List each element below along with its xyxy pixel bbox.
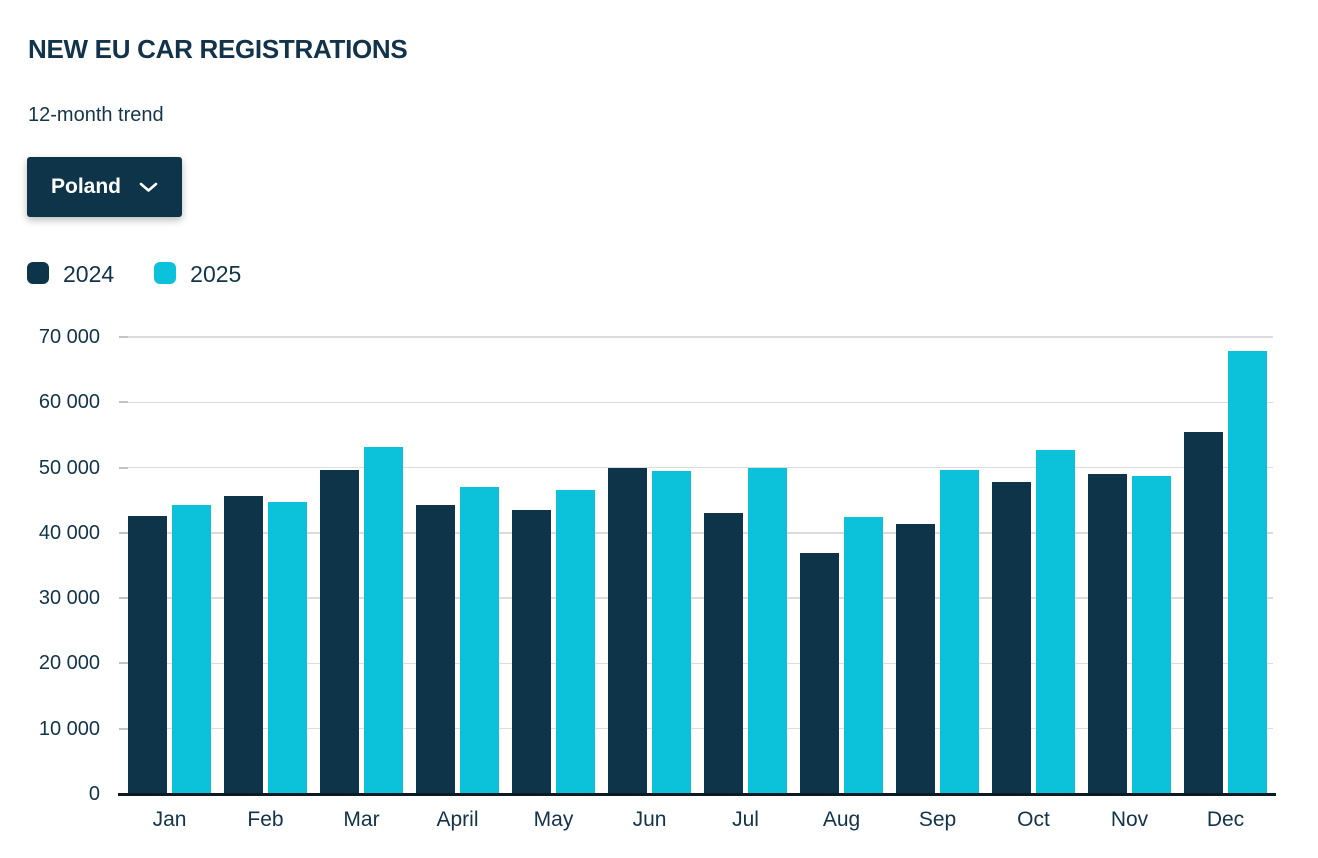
y-axis-tick-70000: [119, 336, 128, 338]
x-axis-label-mar: Mar: [343, 808, 380, 831]
bar-group-aug: [800, 517, 883, 794]
bar-group-nov: [1088, 474, 1171, 794]
bar-2025-aug: [844, 517, 883, 794]
bar-2024-aug: [800, 553, 839, 794]
y-axis-tick-40000: [119, 531, 128, 534]
x-axis-label-aug: Aug: [822, 808, 861, 831]
bar-group-oct: [992, 450, 1075, 794]
legend-swatch-2025: [154, 262, 177, 284]
bar-group-jul: [704, 468, 787, 794]
y-axis-tick-label-40000: 40 000: [38, 521, 100, 544]
gridline-70000: [119, 336, 1273, 338]
chart-legend: 2024 2025: [27, 261, 1318, 285]
bar-group-dec: [1184, 351, 1267, 794]
bar-chart: 0 10 000 20 000 30 000 40 000 50 000 60 000 70 …: [0, 327, 1318, 858]
bar-2024-sep: [896, 524, 935, 794]
country-dropdown[interactable]: Poland: [27, 157, 183, 217]
legend-item-2025: 2025: [154, 261, 241, 286]
y-axis-tick-10000: [119, 727, 128, 730]
bar-2024-jun: [608, 468, 647, 794]
x-axis-label-feb: Feb: [247, 808, 284, 831]
bar-2025-nov: [1132, 476, 1171, 794]
bar-2024-mar: [320, 470, 359, 794]
bar-group-jan: [128, 505, 211, 794]
y-axis-tick-label-0: 0: [88, 783, 100, 805]
bar-group-may: [512, 490, 595, 794]
x-axis-label-oct: Oct: [1017, 808, 1050, 831]
legend-swatch-2024: [27, 262, 49, 284]
gridline-30000: [119, 597, 1273, 599]
x-axis-labels: Jan Feb Mar April May Jun Jul Aug Sep Oct Nov Dec: [118, 808, 1276, 832]
y-axis-tick-label-20000: 20 000: [38, 652, 100, 675]
bar-2025-dec: [1228, 351, 1267, 794]
bar-2025-may: [556, 490, 595, 794]
x-axis-label-jan: Jan: [152, 808, 187, 831]
x-axis-label-jun: Jun: [632, 808, 667, 831]
y-axis-tick-20000: [119, 662, 128, 665]
bar-2025-feb: [268, 502, 307, 794]
bar-group-feb: [224, 496, 307, 794]
gridline-60000: [119, 401, 1273, 404]
y-axis-tick-30000: [119, 597, 128, 600]
gridline-10000: [119, 727, 1273, 730]
bar-2025-sep: [940, 470, 979, 794]
bar-group-april: [416, 487, 499, 794]
bar-2025-jul: [748, 468, 787, 794]
bar-2024-april: [416, 505, 455, 794]
bar-2024-dec: [1184, 432, 1223, 794]
bar-2024-jan: [128, 516, 167, 794]
chevron-down-icon: [139, 182, 158, 193]
y-axis-tick-label-70000: 70 000: [38, 326, 100, 348]
gridline-50000: [119, 466, 1273, 469]
bar-2024-may: [512, 510, 551, 794]
x-axis-label-april: April: [436, 808, 479, 831]
bar-group-mar: [320, 447, 403, 794]
legend-item-2024: 2024: [27, 261, 114, 286]
bar-group-jun: [608, 468, 691, 794]
country-dropdown-label: Poland: [51, 175, 122, 198]
legend-label-2024: 2024: [63, 260, 115, 287]
gridline-40000: [119, 532, 1273, 534]
x-axis-label-sep: Sep: [918, 808, 957, 831]
bars-area: [118, 337, 1276, 794]
x-axis-label-jul: Jul: [732, 808, 759, 831]
bar-2025-jan: [172, 505, 211, 794]
y-axis-tick-50000: [119, 466, 128, 469]
x-axis-line: [118, 793, 1276, 796]
bar-2025-mar: [364, 447, 403, 794]
page-title: NEW EU CAR REGISTRATIONS: [28, 34, 408, 64]
y-axis-tick-label-60000: 60 000: [38, 391, 100, 414]
y-axis-tick-60000: [119, 401, 128, 404]
gridline-20000: [119, 662, 1273, 665]
x-axis-label-nov: Nov: [1110, 808, 1149, 831]
bar-2024-nov: [1088, 474, 1127, 794]
bar-2024-jul: [704, 513, 743, 794]
y-axis-tick-label-30000: 30 000: [38, 587, 100, 610]
x-axis-label-may: May: [533, 808, 574, 831]
bar-2025-april: [460, 487, 499, 794]
bar-2024-oct: [992, 482, 1031, 794]
bar-2024-feb: [224, 496, 263, 794]
bar-2025-oct: [1036, 450, 1075, 794]
page-subtitle: 12-month trend: [28, 104, 164, 126]
y-axis-tick-label-10000: 10 000: [38, 717, 100, 740]
bar-group-sep: [896, 470, 979, 794]
bar-2025-jun: [652, 471, 691, 794]
y-axis-tick-label-50000: 50 000: [38, 456, 100, 479]
x-axis-label-dec: Dec: [1206, 808, 1245, 831]
legend-label-2025: 2025: [190, 260, 242, 287]
